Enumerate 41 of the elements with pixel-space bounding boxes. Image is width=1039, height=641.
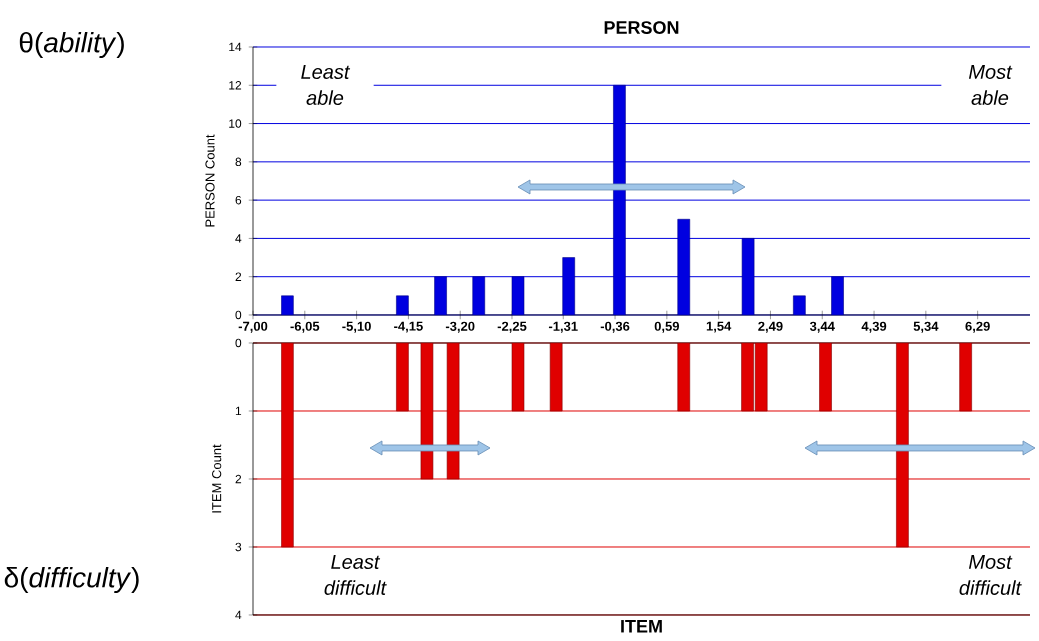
y-tick-label: 4: [235, 610, 242, 620]
x-tick-label: 1,54: [706, 321, 732, 333]
chart-title: PERSON: [604, 21, 679, 34]
y-tick-label: 2: [235, 272, 242, 281]
bar: [793, 295, 806, 315]
x-tick-label: -2,25: [497, 321, 527, 333]
x-tick-label: 4,39: [861, 321, 887, 333]
y-tick-label: 12: [229, 81, 242, 90]
y-tick-label: 6: [235, 195, 242, 205]
text: δ(difficulty): [4, 566, 139, 594]
x-tick-label: 2,49: [758, 321, 783, 333]
text: θ(ability): [19, 31, 124, 59]
x-tick-label: 6,29: [965, 321, 990, 333]
y-tick-label: 2: [235, 474, 242, 484]
y-tick-label: 14: [229, 42, 242, 52]
annotation: Least difficult: [324, 554, 387, 595]
x-tick-label: 5,34: [913, 321, 939, 333]
x-tick-label: -4,15: [394, 321, 423, 333]
y-tick-label: 3: [235, 542, 242, 552]
x-tick-label: -5,10: [342, 321, 371, 333]
bar: [281, 295, 294, 315]
y-tick-label: 0: [235, 338, 242, 348]
x-tick-label: -0,36: [600, 321, 630, 333]
x-tick-label: 0,59: [654, 321, 680, 333]
y-tick-label: 0: [235, 310, 242, 320]
x-tick-label: -6,05: [290, 321, 320, 333]
y-tick-label: 8: [235, 157, 242, 167]
x-tick-label: 3,44: [809, 321, 835, 333]
y-tick-label: 1: [235, 406, 242, 416]
x-tick-label: -1,31: [548, 321, 578, 333]
x-tick-label: -7,00: [238, 321, 268, 333]
annotation: Most difficult: [959, 554, 1022, 595]
annotation: Most able: [968, 65, 1013, 105]
y-tick-label: 4: [235, 234, 242, 243]
annotation: Least able: [301, 65, 351, 105]
bar: [396, 295, 409, 315]
y-axis-title: PERSON Count: [205, 134, 215, 227]
y-tick-label: 10: [229, 119, 242, 128]
x-tick-label: -3,20: [445, 321, 475, 333]
x-axis-title: ITEM: [621, 620, 662, 633]
y-axis-title: ITEM Count: [212, 444, 222, 513]
